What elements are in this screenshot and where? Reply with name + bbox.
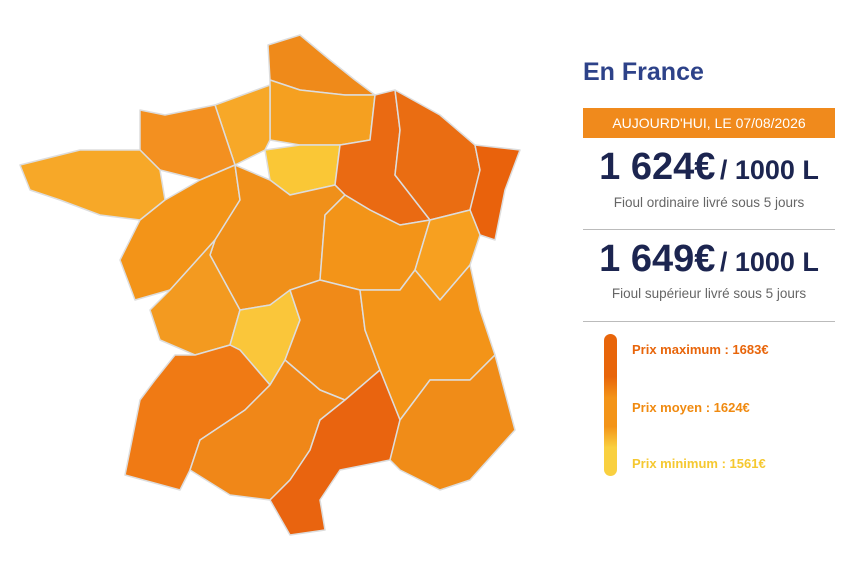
price-amount: 1 624€ bbox=[599, 146, 716, 188]
region bbox=[19, 149, 166, 221]
region bbox=[389, 354, 516, 491]
price-amount: 1 649€ bbox=[599, 238, 716, 280]
legend-label: Prix maximum : 1683€ bbox=[632, 342, 769, 357]
price: 1 649€ / 1000 L bbox=[583, 238, 835, 281]
separator bbox=[583, 229, 835, 230]
legend-label: Prix minimum : 1561€ bbox=[632, 456, 766, 471]
region bbox=[469, 144, 521, 241]
price-caption: Fioul supérieur livré sous 5 jours bbox=[611, 286, 807, 301]
france-map bbox=[19, 34, 521, 536]
separator bbox=[583, 321, 835, 322]
price-caption: Fioul ordinaire livré sous 5 jours bbox=[613, 195, 805, 210]
legend-label: Prix moyen : 1624€ bbox=[632, 400, 750, 415]
legend-gradient bbox=[604, 334, 617, 476]
date-badge: AUJOURD'HUI, LE 07/08/2026 bbox=[583, 108, 835, 138]
price-unit: / 1000 L bbox=[719, 247, 819, 277]
title: En France bbox=[583, 58, 704, 86]
price-unit: / 1000 L bbox=[719, 155, 819, 185]
price: 1 624€ / 1000 L bbox=[583, 146, 835, 189]
